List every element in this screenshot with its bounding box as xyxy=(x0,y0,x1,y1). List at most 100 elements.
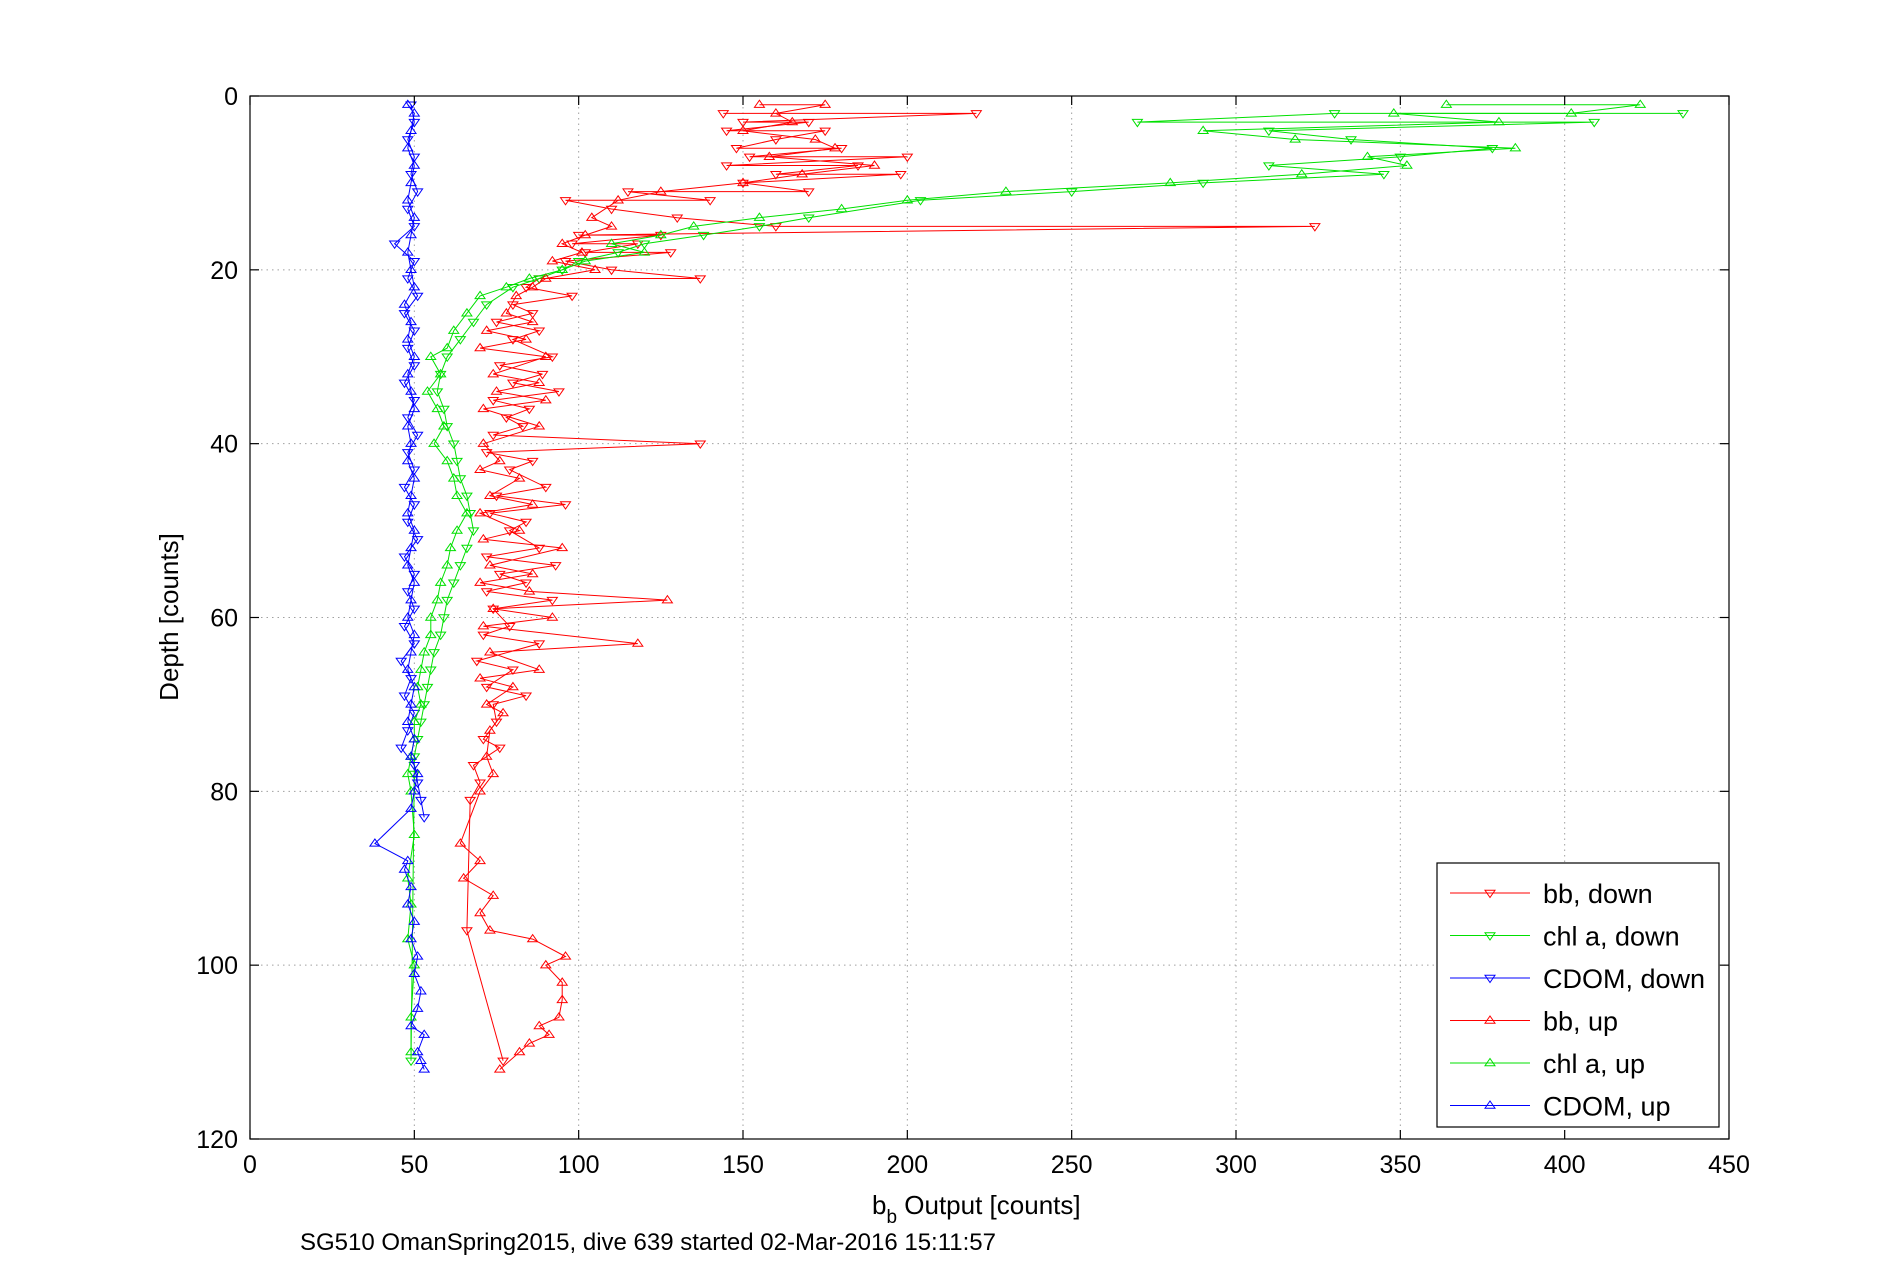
legend-entry-3: bb, up xyxy=(1450,1007,1618,1037)
series-0-point-70 xyxy=(477,631,490,641)
series-0-point-58 xyxy=(483,510,496,519)
series-4-point-10 xyxy=(1295,168,1308,178)
series-0-point-63 xyxy=(549,562,562,571)
series-0-point-23 xyxy=(1308,223,1321,232)
series-4-point-4 xyxy=(1492,116,1505,126)
series-3-point-67 xyxy=(487,890,500,899)
series-3-point-31 xyxy=(490,386,503,395)
series-2-point-33 xyxy=(405,675,418,684)
series-4-point-41 xyxy=(434,577,447,586)
series-2-point-5 xyxy=(411,188,424,197)
series-5-point-44 xyxy=(398,864,411,873)
series-3-point-56 xyxy=(474,672,487,682)
series-3-point-22 xyxy=(510,290,523,300)
series-5-point-16 xyxy=(401,368,414,378)
legend-marker-4 xyxy=(1484,1057,1496,1067)
series-3-point-20 xyxy=(539,273,552,282)
series-0-point-32 xyxy=(694,275,707,284)
series-0-point-53 xyxy=(526,457,539,467)
series-0-point-38 xyxy=(490,318,503,328)
series-0-point-3 xyxy=(802,118,815,128)
series-2-point-12 xyxy=(398,310,411,319)
series-3 xyxy=(454,99,881,1073)
series-0-point-74 xyxy=(480,683,493,693)
series-3-point-34 xyxy=(533,420,546,430)
series-1-point-39 xyxy=(441,596,454,606)
series-3-point-37 xyxy=(474,464,487,473)
series-0-point-2 xyxy=(737,118,749,128)
series-2-point-39 xyxy=(411,779,424,789)
series-2-point-1 xyxy=(408,118,421,128)
series-1-point-12 xyxy=(914,197,927,206)
series-3-point-19 xyxy=(589,264,602,274)
series-3-point-63 xyxy=(474,785,487,795)
x-tick-label-7: 350 xyxy=(1379,1151,1421,1179)
figure-caption: SG510 OmanSpring2015, dive 639 started 0… xyxy=(300,1229,996,1256)
series-2-point-14 xyxy=(401,344,414,354)
series-2-point-28 xyxy=(401,588,414,597)
series-5-point-49 xyxy=(411,951,424,960)
series-5-point-20 xyxy=(405,438,418,447)
series-5-point-34 xyxy=(408,681,421,691)
series-0-point-9 xyxy=(743,153,756,163)
series-1-point-14 xyxy=(753,223,766,232)
series-4-point-38 xyxy=(451,525,464,534)
series-5-point-23 xyxy=(405,490,418,500)
series-5-point-27 xyxy=(401,559,414,569)
series-1-point-27 xyxy=(431,388,444,397)
y-tick-label-3: 60 xyxy=(210,605,238,633)
series-3-point-24 xyxy=(526,316,539,326)
series-5-point-43 xyxy=(401,855,414,865)
y-tick-label-4: 80 xyxy=(210,778,238,806)
series-3-point-2 xyxy=(769,108,782,117)
series-4-point-32 xyxy=(437,420,450,430)
series-1-point-25 xyxy=(441,353,454,363)
series-4-point-15 xyxy=(753,212,766,221)
series-2-point-11 xyxy=(411,292,424,302)
series-3-point-23 xyxy=(500,307,513,317)
series-5-point-17 xyxy=(405,386,418,395)
series-5-point-9 xyxy=(401,247,414,256)
series-4-point-44 xyxy=(424,629,437,639)
series-4-point-16 xyxy=(687,220,700,230)
series-4-point-40 xyxy=(441,559,454,569)
series-0-point-19 xyxy=(559,197,572,206)
series-0-point-59 xyxy=(520,518,533,528)
series-3-point-76 xyxy=(533,1020,546,1030)
series-5-point-41 xyxy=(405,803,418,812)
y-tick-label-5: 100 xyxy=(196,952,238,980)
series-0-point-73 xyxy=(506,666,519,676)
series-3-point-5 xyxy=(809,134,822,143)
series-0-point-64 xyxy=(493,570,506,580)
y-tick-label-0: 0 xyxy=(224,83,238,111)
series-1-point-36 xyxy=(460,544,473,554)
legend-entries: bb, down chl a, down CDOM, down bb, up chl a… xyxy=(1450,879,1705,1122)
series-5-point-11 xyxy=(408,281,421,291)
series-3-point-54 xyxy=(483,646,496,656)
series-1-point-31 xyxy=(451,457,464,467)
series-4-point-49 xyxy=(408,716,421,725)
series-2-point-15 xyxy=(408,362,421,371)
series-2-point-41 xyxy=(418,814,431,823)
series-2-point-24 xyxy=(401,518,414,528)
series-4-point-20 xyxy=(579,255,592,265)
series-0-point-6 xyxy=(769,136,782,145)
series-0-point-1 xyxy=(970,110,983,119)
series-4-point-23 xyxy=(500,281,513,291)
series-0-point-47 xyxy=(523,405,536,415)
series-4-point-45 xyxy=(418,646,431,656)
axis-ticks: 0 50 100 150 200 250 300 350 400 450 0 20 40 60 80 100 1… xyxy=(196,83,1750,1179)
series-2-point-19 xyxy=(411,431,424,441)
series-3-point-45 xyxy=(483,559,496,569)
series-4-point-27 xyxy=(441,342,454,352)
series-3-point-65 xyxy=(474,855,487,865)
series-3-point-80 xyxy=(493,1064,506,1073)
series-4-point-28 xyxy=(424,351,437,360)
series-0-point-66 xyxy=(480,588,493,597)
x-tick-label-4: 200 xyxy=(886,1151,928,1179)
series-4-point-34 xyxy=(441,455,454,465)
series-3-point-66 xyxy=(457,872,470,882)
series-0-point-75 xyxy=(520,692,533,702)
series-2-point-10 xyxy=(401,275,414,284)
series-4-point-2 xyxy=(1565,108,1578,117)
